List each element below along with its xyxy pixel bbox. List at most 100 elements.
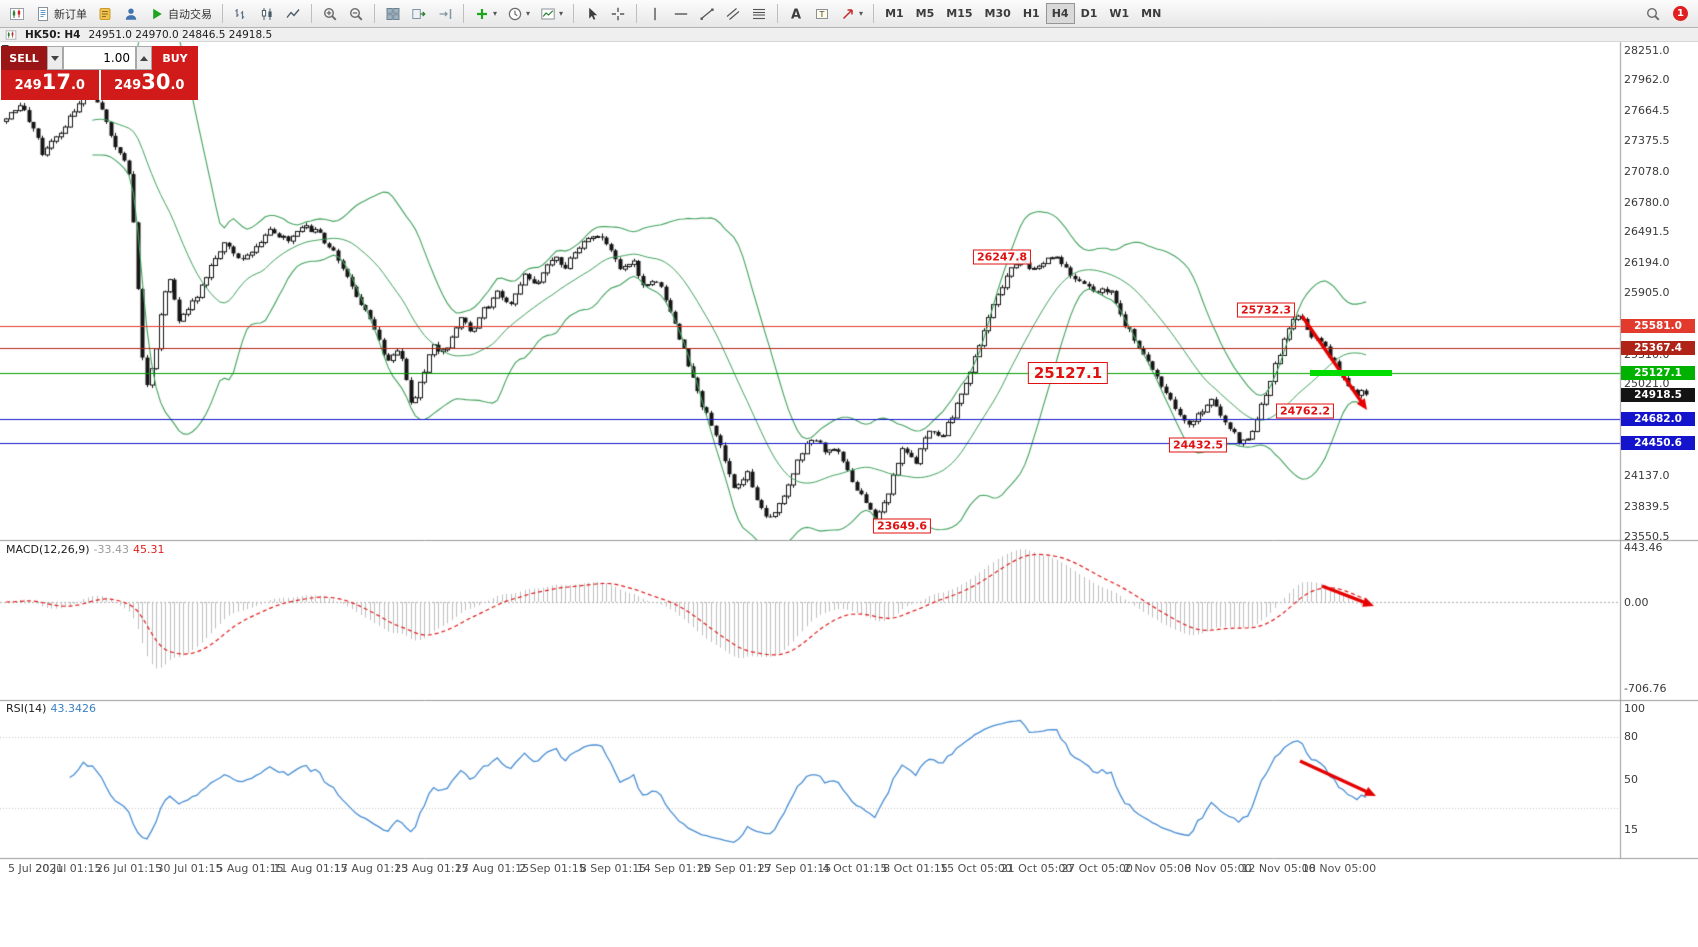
play-icon xyxy=(149,6,165,22)
caret-down-icon: ▾ xyxy=(526,8,531,18)
toolbar-separator xyxy=(311,4,312,23)
channel-tool-button[interactable] xyxy=(720,1,746,26)
search-button[interactable] xyxy=(1640,1,1666,26)
ohlc-values: 24951.0 24970.0 24846.5 24918.5 xyxy=(88,28,273,41)
buy-price: 249 xyxy=(114,78,142,93)
caret-down-icon: ▾ xyxy=(559,8,564,18)
timeframe-m5-button[interactable]: M5 xyxy=(915,7,935,20)
timeframe-h1-button[interactable]: H1 xyxy=(1022,7,1040,20)
autoscroll-icon xyxy=(411,6,427,22)
label-tool-button[interactable]: T xyxy=(809,1,835,26)
zoom-in-icon xyxy=(322,6,338,22)
text-a-icon: A xyxy=(788,6,804,22)
linechart-icon xyxy=(285,6,301,22)
person-icon xyxy=(123,6,139,22)
trendline-icon xyxy=(699,6,715,22)
triangle-down-icon xyxy=(51,55,59,61)
timeframe-w1-button[interactable]: W1 xyxy=(1109,7,1130,20)
zoom-in-button[interactable] xyxy=(317,1,343,26)
buy-price-display[interactable]: 249 30.0 xyxy=(114,70,185,94)
sell-price-display[interactable]: 249 17.0 xyxy=(14,70,85,94)
arrows-tool-button[interactable]: ▾ xyxy=(835,1,868,26)
autoscroll-button[interactable] xyxy=(406,1,432,26)
cursor-button[interactable] xyxy=(579,1,605,26)
tile-windows-button[interactable] xyxy=(380,1,406,26)
price-divider xyxy=(98,70,101,100)
trendline-tool-button[interactable] xyxy=(694,1,720,26)
script-icon xyxy=(97,6,113,22)
timeframe-m30-button[interactable]: M30 xyxy=(984,7,1011,20)
vline-icon xyxy=(647,6,663,22)
timeframe-d1-button[interactable]: D1 xyxy=(1080,7,1098,20)
shift-icon xyxy=(437,6,453,22)
autotrading-button-label: 自动交易 xyxy=(168,7,212,21)
new-chart-button[interactable] xyxy=(4,1,30,26)
arrows-icon xyxy=(840,6,856,22)
toolbar-separator xyxy=(374,4,375,23)
templates-button[interactable]: ▾ xyxy=(535,1,568,26)
sell-button[interactable]: SELL xyxy=(1,46,47,70)
channel-icon xyxy=(725,6,741,22)
notifications-badge[interactable]: 1 xyxy=(1673,6,1688,21)
hline-icon xyxy=(673,6,689,22)
accounts-button[interactable] xyxy=(118,1,144,26)
indicator-plus-icon xyxy=(474,6,490,22)
candle-chart-button[interactable] xyxy=(254,1,280,26)
periods-button[interactable]: ▾ xyxy=(502,1,535,26)
zoom-out-icon xyxy=(348,6,364,22)
autotrading-button[interactable]: 自动交易 xyxy=(144,1,217,26)
label-t-icon: T xyxy=(814,6,830,22)
fibo-icon xyxy=(751,6,767,22)
text-tool-button[interactable]: A xyxy=(783,1,809,26)
line-chart-button[interactable] xyxy=(280,1,306,26)
toolbar-separator xyxy=(463,4,464,23)
scripts-button[interactable] xyxy=(92,1,118,26)
caret-down-icon: ▾ xyxy=(859,8,864,18)
volume-decrease-button[interactable] xyxy=(47,46,63,70)
toolbar-separator xyxy=(222,4,223,23)
buy-button[interactable]: BUY xyxy=(152,46,198,70)
chart-caption: HK50: H4 24951.0 24970.0 24846.5 24918.5 xyxy=(0,28,1698,42)
toolbar-separator xyxy=(873,4,875,23)
triangle-up-icon xyxy=(140,55,148,61)
toolbar-separator xyxy=(573,4,575,23)
order-doc-icon xyxy=(35,6,51,22)
timeframe-mn-button[interactable]: MN xyxy=(1141,7,1162,20)
zoom-out-button[interactable] xyxy=(343,1,369,26)
vline-tool-button[interactable] xyxy=(642,1,668,26)
sell-price: 249 xyxy=(14,78,42,93)
hline-tool-button[interactable] xyxy=(668,1,694,26)
main-toolbar: 新订单 自动交易 ▾ ▾ ▾ A T ▾ M1 M5 M15 M30 H1 H4 D1 W1 MN 1 xyxy=(0,0,1698,28)
tile-icon xyxy=(385,6,401,22)
toolbar-separator xyxy=(636,4,638,23)
new-order-button[interactable]: 新订单 xyxy=(30,1,92,26)
candles-icon xyxy=(259,6,275,22)
symbol-timeframe: HK50: H4 xyxy=(25,28,81,41)
volume-increase-button[interactable] xyxy=(136,46,152,70)
cursor-icon xyxy=(584,6,600,22)
svg-text:T: T xyxy=(819,9,825,18)
timeframe-m15-button[interactable]: M15 xyxy=(946,7,973,20)
timeframe-h4-button[interactable]: H4 xyxy=(1045,3,1075,24)
bars-icon xyxy=(233,6,249,22)
support-zone-highlight[interactable] xyxy=(1310,369,1392,376)
indicators-button[interactable]: ▾ xyxy=(469,1,502,26)
fibonacci-tool-button[interactable] xyxy=(746,1,772,26)
bar-chart-button[interactable] xyxy=(228,1,254,26)
chart-shift-button[interactable] xyxy=(432,1,458,26)
crosshair-icon xyxy=(610,6,626,22)
crosshair-button[interactable] xyxy=(605,1,631,26)
chart-settings-icon xyxy=(540,6,556,22)
volume-input[interactable] xyxy=(63,46,136,70)
clock-icon xyxy=(507,6,523,22)
chart-new-icon xyxy=(9,6,25,22)
svg-text:A: A xyxy=(791,7,801,22)
timeframe-m1-button[interactable]: M1 xyxy=(885,7,904,20)
caret-down-icon: ▾ xyxy=(493,8,498,18)
toolbar-separator xyxy=(777,4,779,23)
chart-tab-icon xyxy=(5,29,17,41)
search-icon xyxy=(1645,6,1661,22)
